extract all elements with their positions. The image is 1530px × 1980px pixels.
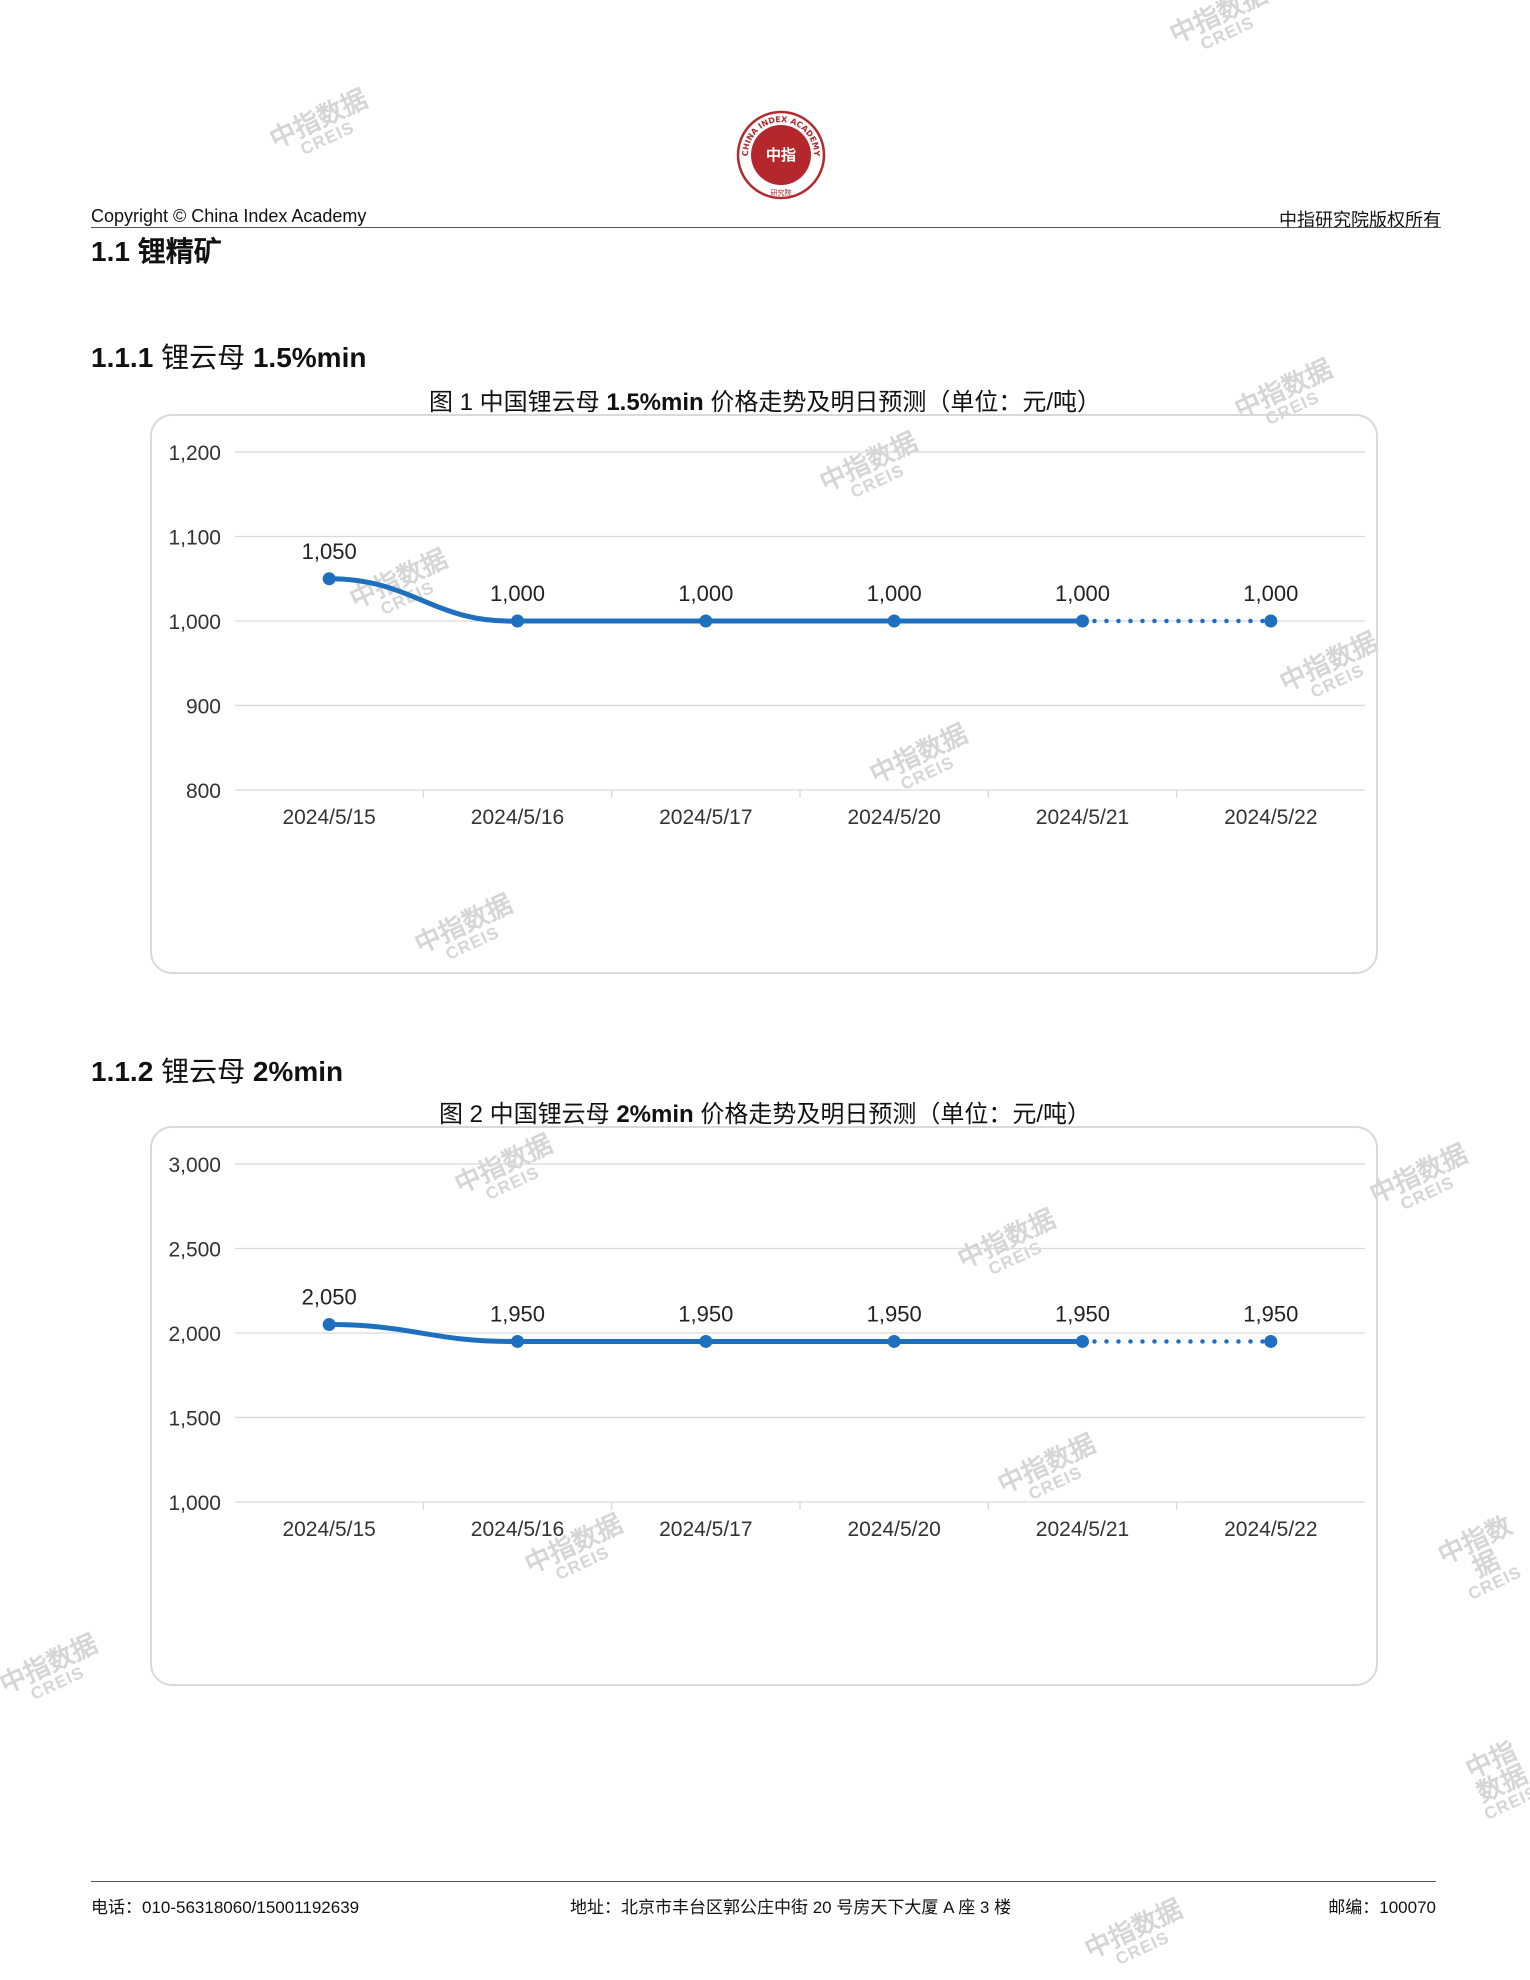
watermark: 中指数据 CREIS (264, 83, 372, 159)
footer-postcode: 邮编：100070 (1328, 1898, 1436, 1917)
section-title: 1.1 锂精矿 (91, 236, 222, 267)
header-divider (91, 227, 1441, 228)
x-tick-label: 2024/5/22 (1224, 1518, 1317, 1541)
data-label: 1,950 (1055, 1301, 1110, 1326)
subsection-title: 1.1.1 锂云母 1.5%min (91, 342, 367, 373)
data-point (699, 614, 713, 628)
data-label: 1,000 (490, 581, 545, 606)
data-point (887, 614, 901, 628)
data-point (1264, 1334, 1278, 1348)
data-point (511, 1334, 524, 1348)
figure-title: 图 2 中国锂云母 2%min 价格走势及明日预测（单位：元/吨） (438, 1101, 1092, 1128)
x-tick-label: 2024/5/21 (1036, 1518, 1129, 1541)
footer-divider (91, 1881, 1436, 1882)
subsection-title: 1.1.2 锂云母 2%min (91, 1056, 344, 1087)
data-label: 1,000 (1055, 581, 1110, 606)
footer-phone: 电话：010-56318060/15001192639 (91, 1898, 360, 1917)
x-tick-label: 2024/5/17 (659, 806, 752, 829)
y-tick-label: 1,000 (168, 1492, 221, 1515)
data-label: 2,050 (302, 1285, 357, 1310)
data-point (322, 1318, 336, 1332)
watermark: 中指数据 CREIS (0, 1628, 102, 1704)
watermark: 中指数据 CREIS (1164, 0, 1272, 54)
y-tick-label: 800 (186, 780, 221, 803)
data-point (511, 614, 524, 628)
data-label: 1,000 (678, 581, 733, 606)
x-tick-label: 2024/5/15 (282, 806, 375, 829)
data-point (1076, 614, 1089, 628)
x-tick-label: 2024/5/20 (847, 1518, 940, 1541)
figure-title: 图 1 中国锂云母 1.5%min 价格走势及明日预测（单位：元/吨） (428, 389, 1102, 416)
copyright-cn-text: 中指研究院版权所有 (1279, 210, 1441, 231)
y-tick-label: 1,100 (168, 527, 221, 550)
x-tick-label: 2024/5/21 (1036, 806, 1129, 829)
x-tick-label: 2024/5/17 (659, 1518, 752, 1541)
data-point (699, 1334, 713, 1348)
y-tick-label: 3,000 (168, 1154, 221, 1177)
x-tick-label: 2024/5/16 (471, 806, 564, 829)
watermark: 中指数据 CREIS (1433, 1509, 1525, 1604)
chart-frame (150, 1126, 1378, 1686)
copyright-text: Copyright © China Index Academy (91, 206, 367, 226)
data-label: 1,950 (678, 1301, 733, 1326)
x-tick-label: 2024/5/20 (847, 806, 940, 829)
china-index-academy-logo: CHINA INDEX ACADEMY 中指 研究院 (736, 110, 826, 200)
watermark: 中指数据 CREIS (1079, 1893, 1187, 1969)
y-tick-label: 1,000 (168, 611, 221, 634)
x-tick-label: 2024/5/16 (471, 1518, 564, 1541)
price-chart-1: 800 900 1,000 1,100 1,200 2024/5/15 2024/5/16 2… (168, 442, 1365, 829)
svg-text:研究院: 研究院 (771, 188, 792, 197)
data-label: 1,000 (867, 581, 922, 606)
watermark: 中指数据 CREIS (1460, 1735, 1530, 1824)
watermark: 中指数据 CREIS (1364, 1138, 1472, 1214)
y-tick-label: 1,500 (168, 1408, 221, 1431)
data-point (322, 572, 336, 586)
data-label: 1,950 (867, 1301, 922, 1326)
data-point (1076, 1334, 1089, 1348)
data-label: 1,950 (1243, 1301, 1298, 1326)
data-label: 1,050 (302, 539, 357, 564)
svg-text:中指: 中指 (766, 146, 796, 164)
x-tick-label: 2024/5/15 (282, 1518, 375, 1541)
chart-frame (150, 414, 1378, 974)
y-tick-label: 1,200 (168, 442, 221, 465)
y-tick-label: 2,000 (168, 1323, 221, 1346)
y-tick-label: 900 (186, 696, 221, 719)
y-tick-label: 2,500 (168, 1239, 221, 1262)
data-label: 1,950 (490, 1301, 545, 1326)
footer-address: 地址：北京市丰台区郭公庄中街 20 号房天下大厦 A 座 3 楼 (570, 1898, 1012, 1917)
data-label: 1,000 (1243, 581, 1298, 606)
data-point (1264, 614, 1278, 628)
price-chart-2: 1,000 1,500 2,000 2,500 3,000 2024/5/15 2024/5… (168, 1154, 1365, 1541)
x-tick-label: 2024/5/22 (1224, 806, 1317, 829)
data-point (887, 1334, 901, 1348)
